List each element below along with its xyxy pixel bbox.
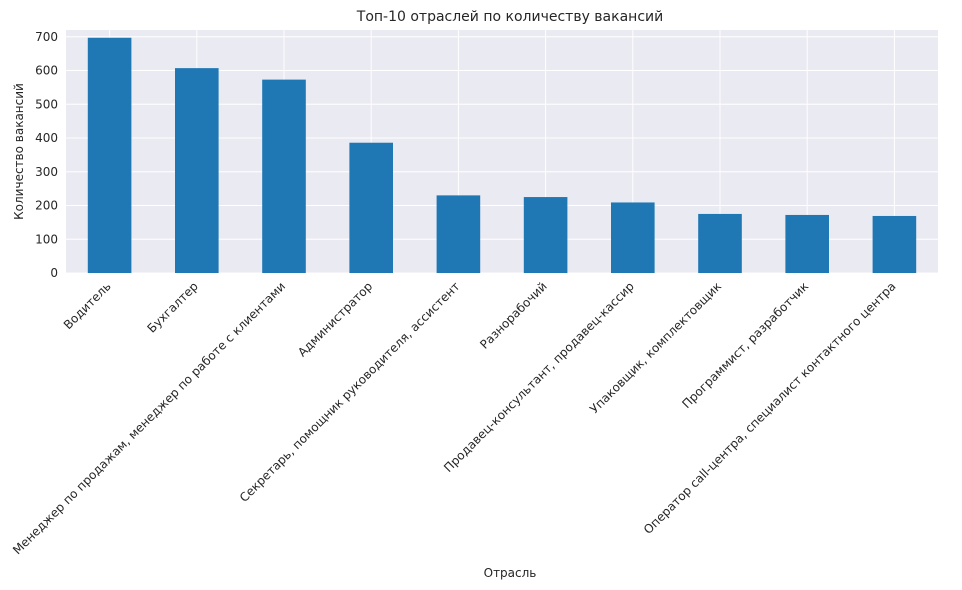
y-tick-label: 600 <box>35 64 58 78</box>
bar <box>436 195 481 273</box>
x-tick-label: Бухгалтер <box>145 279 201 335</box>
x-tick-label: Водитель <box>61 279 114 332</box>
bar <box>785 214 829 273</box>
y-tick-label: 0 <box>50 266 58 280</box>
y-axis-label: Количество вакансий <box>12 83 26 220</box>
y-tick-labels: 0 100 200 300 400 500 600 700 <box>35 30 58 280</box>
bar <box>698 213 742 273</box>
bar <box>262 79 306 273</box>
y-tick-label: 200 <box>35 199 58 213</box>
y-tick-label: 700 <box>35 30 58 44</box>
y-tick-label: 300 <box>35 165 58 179</box>
bar <box>349 142 393 273</box>
y-tick-label: 100 <box>35 232 58 246</box>
x-axis-label: Отрасль <box>484 566 537 580</box>
bar <box>611 202 655 273</box>
y-tick-label: 400 <box>35 131 58 145</box>
bar <box>175 68 219 273</box>
bars <box>87 37 917 274</box>
bar <box>872 215 917 273</box>
bar <box>523 197 568 273</box>
chart-title: Топ-10 отраслей по количеству вакансий <box>356 9 663 25</box>
x-tick-label: Администратор <box>295 279 375 359</box>
x-tick-label: Разнорабочий <box>477 279 550 352</box>
y-tick-label: 500 <box>35 97 58 111</box>
x-tick-label: Продавец-консультант, продавец-кассир <box>441 279 637 475</box>
bar <box>87 37 132 274</box>
